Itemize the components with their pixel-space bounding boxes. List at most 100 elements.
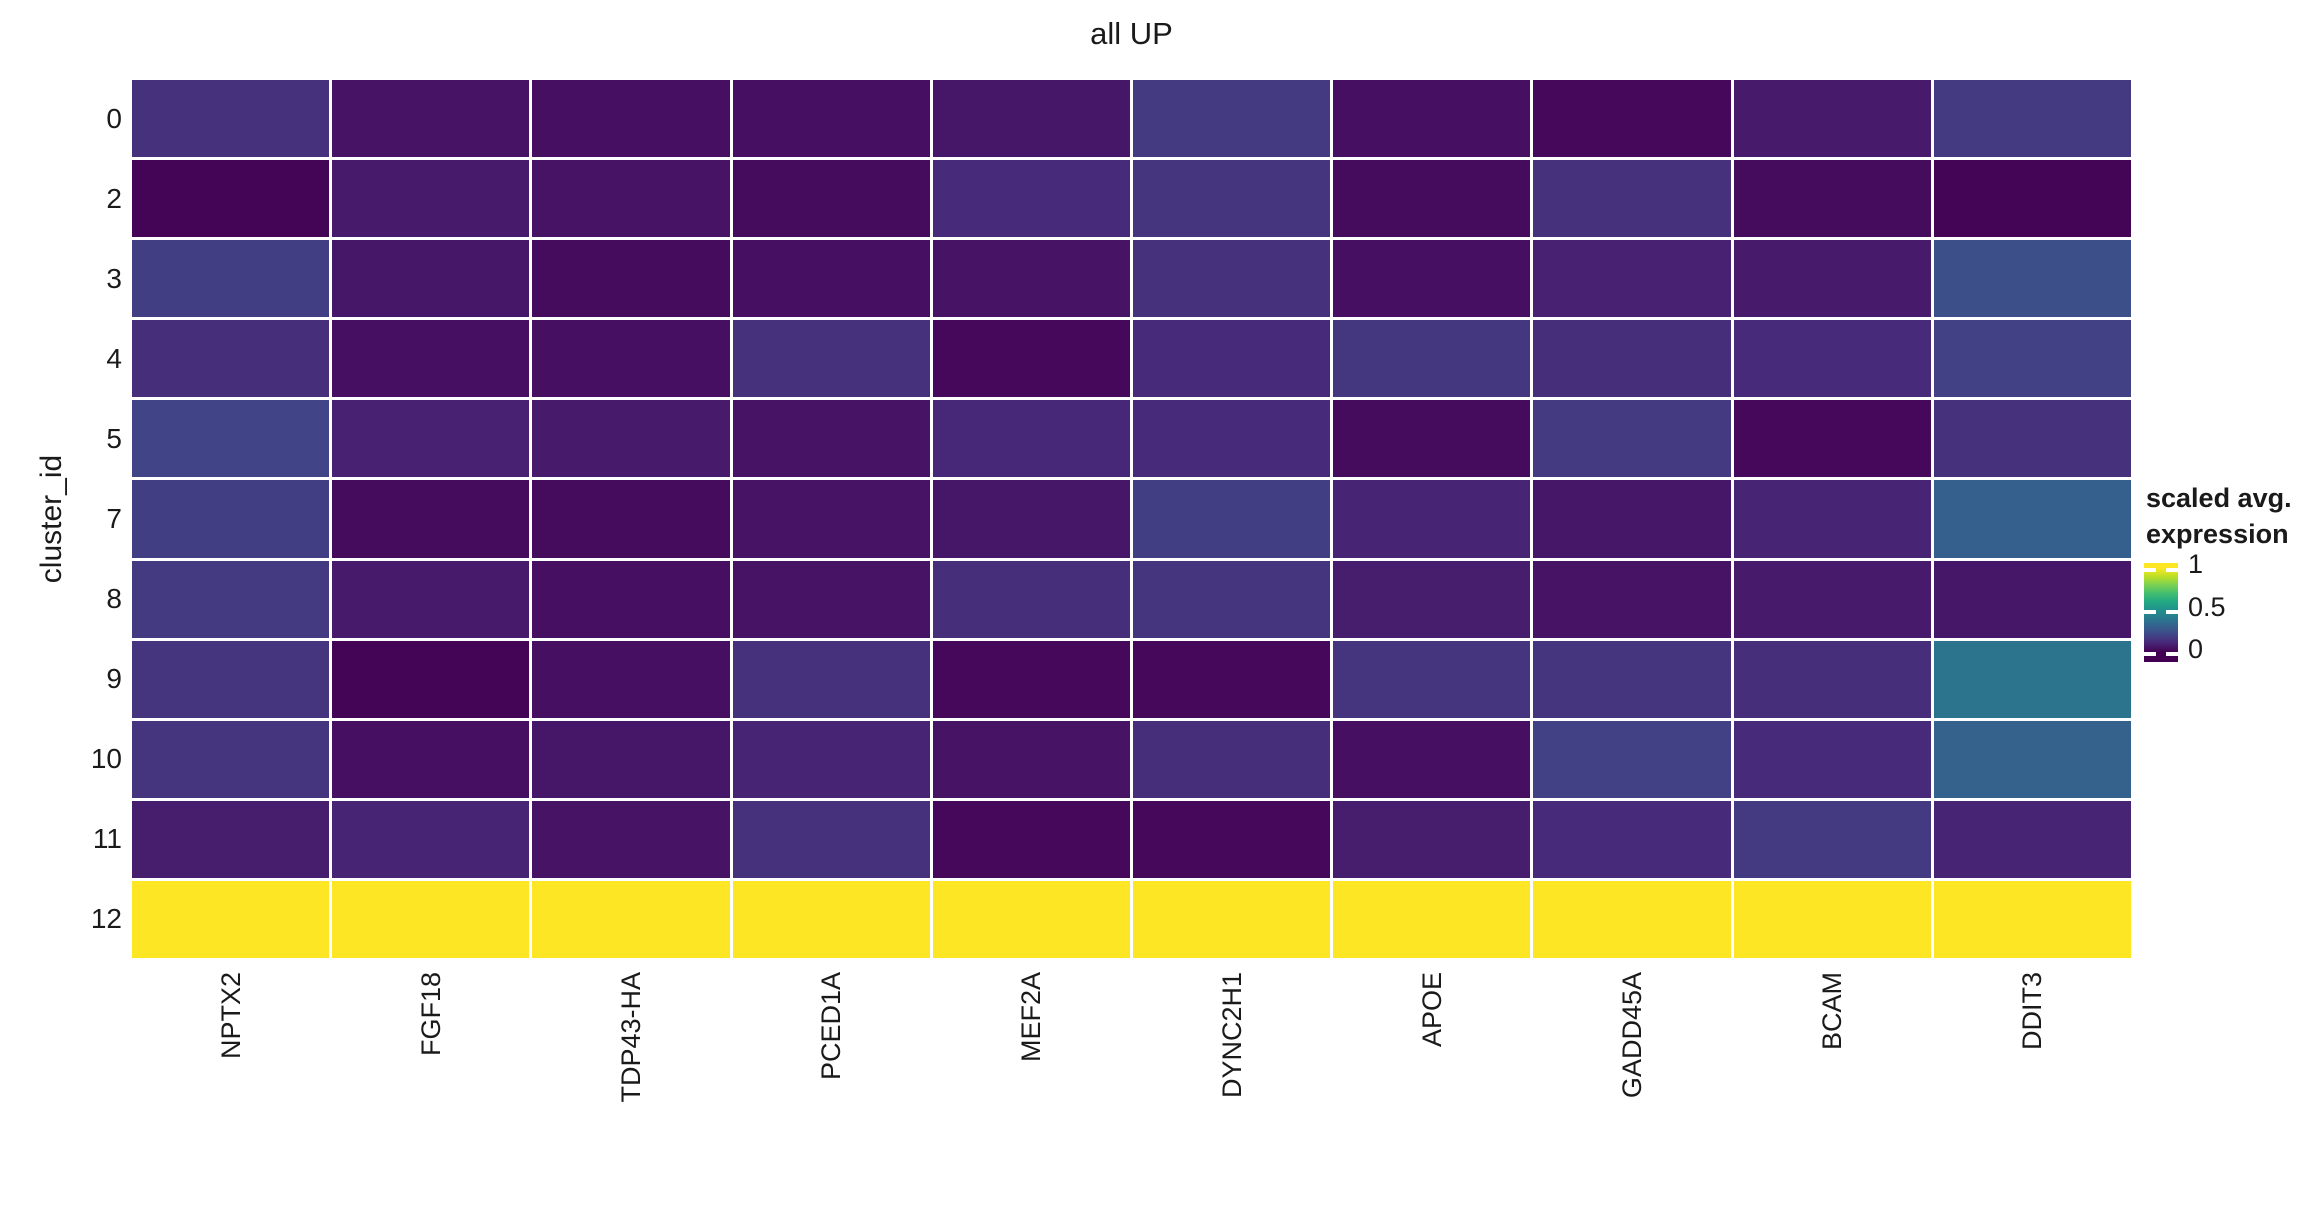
heatmap-cell	[332, 400, 530, 478]
legend-tick-label-1: 1	[2188, 549, 2204, 579]
heatmap-cell	[332, 640, 530, 718]
heatmap-cell	[1333, 480, 1531, 558]
heatmap-cell	[1933, 400, 2131, 478]
heatmap-cell	[1733, 160, 1931, 238]
x-tick-label: DDIT3	[2017, 972, 2048, 1051]
heatmap-cell	[1733, 560, 1931, 638]
heatmap-cell	[532, 80, 730, 158]
heatmap-cell	[132, 80, 330, 158]
heatmap-cell	[332, 160, 530, 238]
heatmap-cell	[1933, 80, 2131, 158]
heatmap-cell	[1533, 400, 1731, 478]
x-tick-label: GADD45A	[1617, 972, 1647, 1099]
heatmap-cell	[1733, 400, 1931, 478]
legend-tick-label-0: 0	[2188, 634, 2204, 664]
x-tick-label: MEF2A	[1016, 972, 1047, 1063]
heatmap-cell	[332, 880, 530, 958]
heatmap-cell	[1132, 240, 1331, 318]
colorbar-tick-mark	[2144, 610, 2156, 614]
heatmap-cell	[932, 240, 1130, 318]
heatmap-cell	[1132, 640, 1331, 718]
heatmap-cell	[1333, 320, 1531, 398]
heatmap-cell	[932, 320, 1130, 398]
heatmap-cell	[1933, 320, 2131, 398]
heatmap-cell	[132, 640, 330, 718]
heatmap-cell	[1533, 560, 1731, 638]
colorbar-tick-mark	[2166, 610, 2178, 614]
heatmap-cell	[1132, 560, 1331, 638]
heatmap-cell	[1333, 640, 1531, 718]
heatmap-cell	[732, 320, 930, 398]
heatmap-cell	[532, 320, 730, 398]
heatmap-cell	[332, 720, 530, 798]
heatmap-cell	[1533, 640, 1731, 718]
heatmap-cell	[1533, 160, 1731, 238]
heatmap-cell	[732, 640, 930, 718]
heatmap-cell	[532, 560, 730, 638]
heatmap-cell	[332, 480, 530, 558]
colorbar-tick-mark	[2144, 652, 2156, 656]
heatmap-cell	[532, 160, 730, 238]
y-tick-label: 9	[106, 663, 122, 695]
heatmap-cell	[1733, 320, 1931, 398]
heatmap-cell	[1333, 400, 1531, 478]
heatmap-cell	[1533, 720, 1731, 798]
heatmap-cell	[1132, 800, 1331, 878]
legend-tick-label-0-5: 0.5	[2188, 592, 2226, 622]
heatmap-cell	[1533, 80, 1731, 158]
colorbar-tick-mark	[2166, 652, 2178, 656]
chart-title: all UP	[1090, 16, 1173, 51]
x-tick-label: APOE	[1416, 972, 1447, 1048]
heatmap-cell	[1132, 720, 1331, 798]
heatmap-cell	[532, 400, 730, 478]
y-tick-label: 0	[106, 102, 122, 134]
heatmap-cell	[332, 800, 530, 878]
heatmap-cell	[1533, 480, 1731, 558]
y-axis-tick-labels: 0 2 3 4 5 7 8 9 10 11 12	[0, 80, 122, 958]
heatmap-cell	[1733, 880, 1931, 958]
y-tick-label: 12	[90, 903, 122, 935]
heatmap-cell	[532, 880, 730, 958]
heatmap-cell	[1933, 480, 2131, 558]
heatmap-cell	[1533, 880, 1731, 958]
heatmap-cell	[332, 560, 530, 638]
heatmap-cell	[732, 560, 930, 638]
heatmap-cell	[132, 240, 330, 318]
heatmap-cell	[1132, 480, 1331, 558]
x-tick-label: PCED1A	[816, 972, 847, 1081]
y-tick-label: 10	[90, 743, 122, 775]
y-tick-label: 2	[106, 182, 122, 214]
heatmap-cell	[1733, 80, 1931, 158]
heatmap-cell	[332, 240, 530, 318]
heatmap-cell	[1933, 640, 2131, 718]
heatmap-cell	[1933, 720, 2131, 798]
y-tick-label: 7	[106, 502, 122, 534]
heatmap-cell	[532, 800, 730, 878]
heatmap-cell	[1533, 320, 1731, 398]
y-tick-label: 3	[106, 262, 122, 294]
x-tick-label: BCAM	[1817, 972, 1848, 1051]
x-tick-label: DYNC2H1	[1216, 972, 1247, 1099]
heatmap-cell	[532, 240, 730, 318]
heatmap-cell	[732, 880, 930, 958]
colorbar-tick-mark	[2144, 568, 2156, 572]
legend-title-line2: expression	[2146, 519, 2289, 549]
heatmap-cell	[1132, 80, 1331, 158]
heatmap-cell	[1132, 880, 1331, 958]
x-tick-label: FGF18	[415, 972, 446, 1057]
legend-title-line1: scaled avg.	[2146, 483, 2292, 513]
heatmap-cell	[932, 720, 1130, 798]
heatmap-cell	[732, 240, 930, 318]
heatmap-cell	[1533, 800, 1731, 878]
heatmap-cell	[1933, 240, 2131, 318]
heatmap-cell	[732, 800, 930, 878]
heatmap-cell	[932, 560, 1130, 638]
heatmap-cell	[132, 160, 330, 238]
legend: scaled avg. expression 1 0.5 0	[2140, 480, 2304, 663]
heatmap-cell	[132, 560, 330, 638]
heatmap-cell	[732, 400, 930, 478]
heatmap-cell	[1333, 240, 1531, 318]
heatmap-cell	[1733, 240, 1931, 318]
heatmap-cell	[1933, 160, 2131, 238]
x-tick-label: NPTX2	[215, 972, 246, 1060]
